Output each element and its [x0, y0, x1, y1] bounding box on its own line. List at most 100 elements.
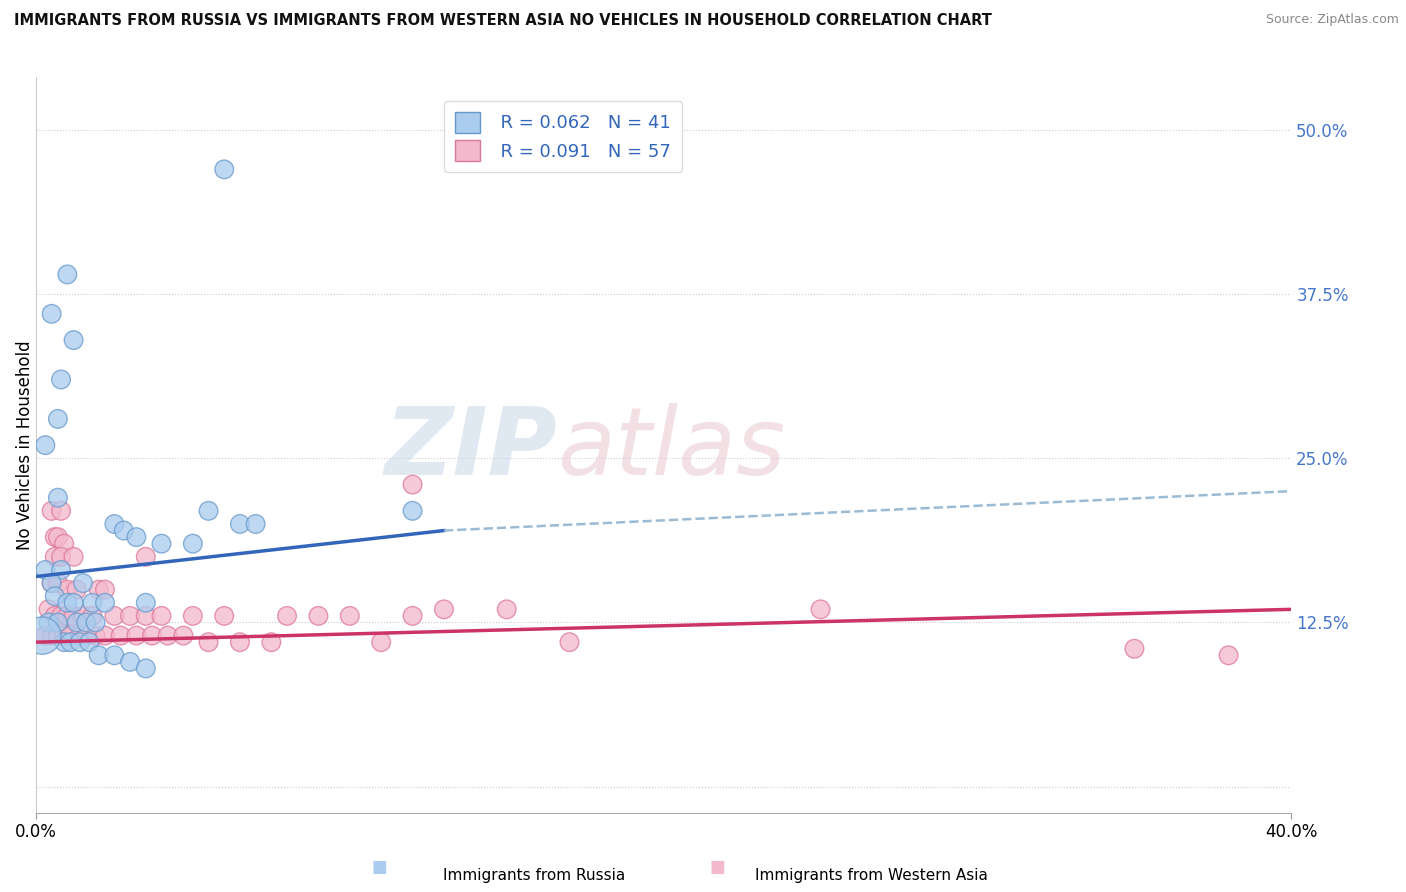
Point	[49, 563, 72, 577]
Point	[41, 576, 63, 591]
Point	[125, 530, 148, 544]
Point	[72, 576, 94, 591]
Point	[260, 635, 283, 649]
Point	[46, 576, 69, 591]
Point	[1218, 648, 1240, 663]
Point	[75, 615, 97, 630]
Point	[120, 655, 142, 669]
Point	[62, 608, 84, 623]
Point	[46, 412, 69, 426]
Point	[75, 629, 97, 643]
Point	[172, 629, 194, 643]
Point	[181, 608, 204, 623]
Point	[69, 635, 91, 649]
Point	[229, 516, 252, 531]
Point	[49, 608, 72, 623]
Point	[370, 635, 392, 649]
Point	[307, 608, 329, 623]
Point	[135, 549, 157, 564]
Point	[37, 602, 59, 616]
Point	[46, 629, 69, 643]
Point	[135, 608, 157, 623]
Point	[56, 582, 79, 597]
Point	[34, 563, 56, 577]
Point	[401, 504, 423, 518]
Point	[44, 589, 66, 603]
Point	[558, 635, 581, 649]
Point	[135, 661, 157, 675]
Point	[82, 608, 104, 623]
Point	[94, 629, 117, 643]
Point	[66, 615, 89, 630]
Point	[433, 602, 456, 616]
Point	[46, 615, 69, 630]
Point	[84, 629, 107, 643]
Point	[59, 635, 82, 649]
Legend:   R = 0.062   N = 41,   R = 0.091   N = 57: R = 0.062 N = 41, R = 0.091 N = 57	[444, 101, 682, 172]
Point	[87, 648, 110, 663]
Point	[41, 629, 63, 643]
Point	[125, 629, 148, 643]
Point	[810, 602, 832, 616]
Point	[339, 608, 361, 623]
Point	[41, 576, 63, 591]
Point	[49, 372, 72, 386]
Point	[156, 629, 179, 643]
Point	[495, 602, 517, 616]
Point	[150, 608, 173, 623]
Text: atlas: atlas	[557, 403, 785, 494]
Point	[103, 608, 125, 623]
Point	[49, 504, 72, 518]
Point	[31, 629, 53, 643]
Text: ZIP: ZIP	[384, 403, 557, 495]
Point	[34, 438, 56, 452]
Point	[1123, 641, 1146, 656]
Point	[94, 596, 117, 610]
Text: ■: ■	[709, 858, 725, 876]
Point	[59, 629, 82, 643]
Point	[197, 504, 219, 518]
Point	[141, 629, 163, 643]
Point	[56, 608, 79, 623]
Point	[56, 268, 79, 282]
Point	[120, 608, 142, 623]
Point	[181, 536, 204, 550]
Point	[94, 582, 117, 597]
Text: IMMIGRANTS FROM RUSSIA VS IMMIGRANTS FROM WESTERN ASIA NO VEHICLES IN HOUSEHOLD : IMMIGRANTS FROM RUSSIA VS IMMIGRANTS FRO…	[14, 13, 993, 29]
Point	[44, 608, 66, 623]
Text: ■: ■	[371, 858, 388, 876]
Point	[49, 549, 72, 564]
Point	[103, 648, 125, 663]
Point	[112, 524, 135, 538]
Point	[53, 629, 76, 643]
Point	[56, 596, 79, 610]
Point	[276, 608, 298, 623]
Point	[103, 516, 125, 531]
Point	[41, 504, 63, 518]
Point	[229, 635, 252, 649]
Point	[44, 549, 66, 564]
Point	[53, 536, 76, 550]
Point	[53, 635, 76, 649]
Point	[82, 596, 104, 610]
Point	[197, 635, 219, 649]
Point	[62, 549, 84, 564]
Point	[66, 582, 89, 597]
Point	[41, 307, 63, 321]
Point	[62, 596, 84, 610]
Point	[72, 608, 94, 623]
Point	[46, 530, 69, 544]
Point	[34, 629, 56, 643]
Point	[79, 635, 101, 649]
Point	[135, 596, 157, 610]
Point	[245, 516, 267, 531]
Point	[37, 615, 59, 630]
Point	[84, 615, 107, 630]
Text: Source: ZipAtlas.com: Source: ZipAtlas.com	[1265, 13, 1399, 27]
Point	[87, 582, 110, 597]
Point	[401, 608, 423, 623]
Point	[110, 629, 132, 643]
Point	[44, 530, 66, 544]
Point	[150, 536, 173, 550]
Point	[212, 608, 235, 623]
